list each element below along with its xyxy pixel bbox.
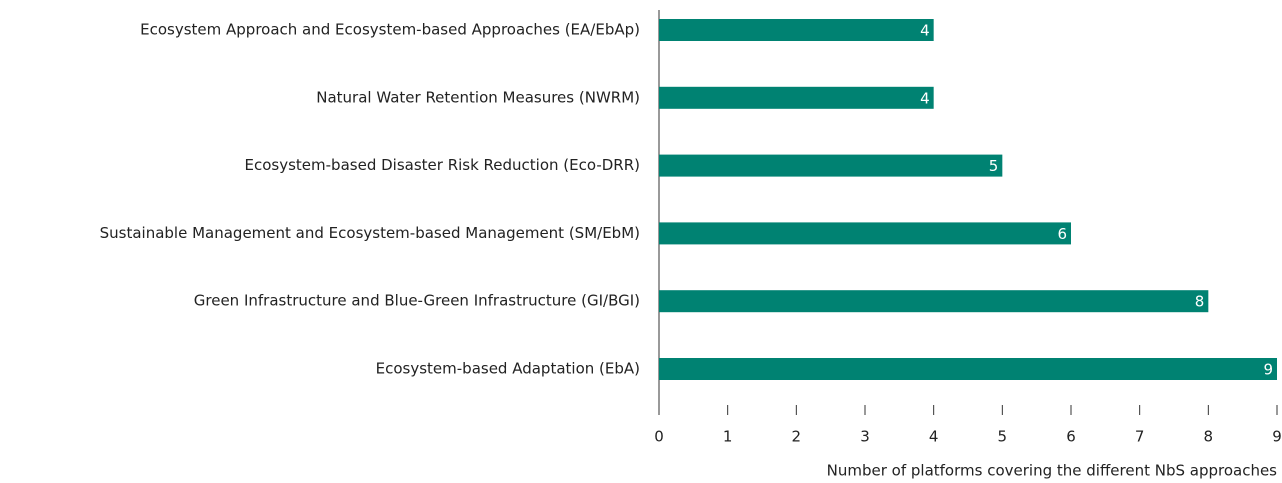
data-label: 9 — [1263, 361, 1273, 379]
x-tick-label: 0 — [654, 428, 664, 446]
x-tick-label: 3 — [860, 428, 870, 446]
data-label: 5 — [989, 157, 999, 175]
data-label: 4 — [920, 89, 930, 107]
x-tick-label: 6 — [1066, 428, 1076, 446]
data-label: 6 — [1057, 225, 1067, 243]
bar — [659, 154, 1003, 177]
bar — [659, 86, 934, 109]
bar — [659, 290, 1209, 313]
x-axis-title: Number of platforms covering the differe… — [827, 462, 1278, 480]
bar — [659, 358, 1277, 380]
y-tick-label: Sustainable Management and Ecosystem-bas… — [100, 224, 640, 242]
x-tick-label: 2 — [792, 428, 802, 446]
bar — [659, 19, 934, 41]
y-tick-label: Natural Water Retention Measures (NWRM) — [316, 88, 640, 106]
x-tick-label: 5 — [998, 428, 1008, 446]
y-tick-label: Ecosystem Approach and Ecosystem-based A… — [140, 21, 640, 39]
bar — [659, 222, 1071, 245]
data-label: 8 — [1195, 293, 1205, 311]
y-tick-label: Ecosystem-based Adaptation (EbA) — [376, 360, 640, 378]
x-tick-label: 7 — [1135, 428, 1145, 446]
data-label: 4 — [920, 22, 930, 40]
x-tick-label: 9 — [1272, 428, 1282, 446]
x-tick-label: 8 — [1204, 428, 1214, 446]
x-tick-label: 4 — [929, 428, 939, 446]
y-tick-label: Ecosystem-based Disaster Risk Reduction … — [245, 156, 640, 174]
x-tick-label: 1 — [723, 428, 733, 446]
y-tick-label: Green Infrastructure and Blue-Green Infr… — [194, 292, 640, 310]
